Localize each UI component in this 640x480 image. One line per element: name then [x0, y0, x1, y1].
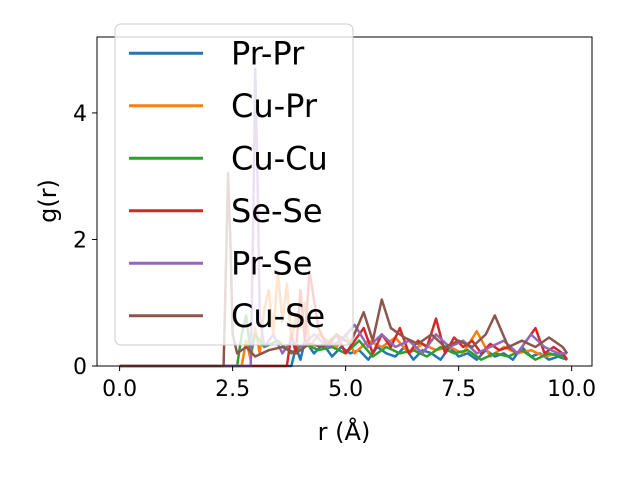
ticks-layer: 0.0 2.5 5.0 7.5 10.0 0 2 4 — [73, 102, 596, 402]
x-tick-label: 5.0 — [328, 377, 363, 402]
y-axis-label: g(r) — [34, 179, 62, 223]
x-tick-label: 2.5 — [215, 377, 250, 402]
x-tick-label: 0.0 — [102, 377, 137, 402]
legend-label-pr-se: Pr-Se — [231, 244, 312, 282]
legend: Pr-Pr Cu-Pr Cu-Cu Se-Se Pr-Se Cu-Se — [114, 23, 354, 346]
x-tick-label: 10.0 — [547, 377, 596, 402]
legend-label-pr-pr: Pr-Pr — [231, 34, 305, 72]
x-axis-label: r (Å) — [318, 417, 371, 446]
y-tick-label: 2 — [73, 228, 87, 253]
legend-label-cu-cu: Cu-Cu — [231, 139, 328, 177]
legend-label-cu-pr: Cu-Pr — [231, 87, 318, 125]
legend-label-se-se: Se-Se — [231, 192, 323, 230]
x-tick-label: 7.5 — [441, 377, 476, 402]
y-tick-label: 4 — [73, 102, 87, 127]
y-tick-label: 0 — [73, 355, 87, 380]
legend-label-cu-se: Cu-Se — [231, 297, 325, 335]
